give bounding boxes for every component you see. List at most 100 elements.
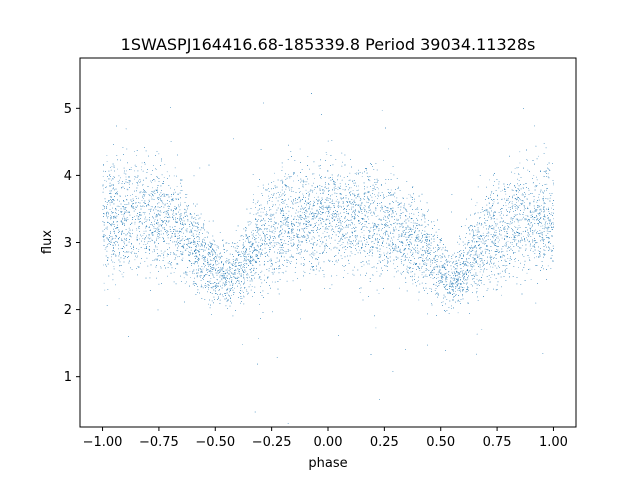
data-point <box>392 251 394 253</box>
data-point <box>141 162 143 164</box>
data-point <box>362 242 363 244</box>
data-point <box>154 219 156 220</box>
data-point <box>511 201 513 202</box>
data-point <box>408 235 409 236</box>
data-point <box>180 190 182 191</box>
data-point <box>193 244 194 245</box>
data-point <box>143 230 145 232</box>
data-point <box>409 213 410 215</box>
data-point <box>396 223 398 224</box>
data-point <box>522 202 524 204</box>
data-point <box>184 215 186 217</box>
data-point <box>416 245 418 246</box>
data-point <box>382 246 384 247</box>
data-point <box>279 204 281 206</box>
data-point <box>143 244 145 245</box>
data-point <box>203 223 205 225</box>
data-point <box>495 245 496 246</box>
data-point <box>308 220 309 221</box>
data-point <box>132 203 133 205</box>
data-point <box>214 282 216 283</box>
data-point <box>473 262 474 264</box>
data-point <box>186 229 188 231</box>
data-point <box>407 236 409 238</box>
data-point <box>502 189 503 191</box>
data-point <box>409 266 411 268</box>
data-point <box>341 236 343 238</box>
data-point <box>381 219 382 220</box>
data-point <box>336 261 338 263</box>
data-point <box>272 264 273 266</box>
data-point <box>516 202 517 203</box>
data-point <box>194 262 196 263</box>
data-point <box>447 265 448 266</box>
data-point <box>276 244 278 245</box>
data-point <box>193 239 195 241</box>
data-point <box>463 245 464 246</box>
data-point <box>361 232 363 233</box>
data-point <box>183 243 185 245</box>
data-point <box>433 221 435 222</box>
data-point <box>529 268 531 270</box>
data-point <box>398 188 399 189</box>
data-point <box>371 246 372 247</box>
data-point <box>177 239 178 241</box>
data-point <box>221 268 223 270</box>
data-point <box>122 217 124 219</box>
data-point <box>405 233 406 234</box>
data-point <box>174 236 175 237</box>
data-point <box>424 264 426 266</box>
data-point <box>444 249 446 251</box>
data-point <box>403 264 405 265</box>
data-point <box>156 169 157 170</box>
data-point <box>144 213 145 215</box>
data-point <box>387 231 388 233</box>
data-point <box>442 282 443 283</box>
data-point <box>365 192 367 194</box>
data-point <box>514 168 516 169</box>
data-point <box>478 232 480 233</box>
data-point <box>334 219 336 220</box>
data-point <box>124 247 125 249</box>
data-point <box>344 270 345 271</box>
data-point <box>403 226 404 227</box>
data-point <box>204 220 205 221</box>
data-point <box>482 274 483 276</box>
data-point <box>392 195 394 196</box>
data-point <box>273 181 275 182</box>
data-point <box>211 246 212 248</box>
data-point <box>260 211 262 213</box>
data-point <box>374 225 376 227</box>
data-point <box>234 287 235 289</box>
data-point <box>135 203 137 204</box>
data-point <box>186 194 188 195</box>
data-point <box>494 244 495 245</box>
data-point <box>541 231 542 233</box>
data-point <box>229 290 231 291</box>
data-point <box>543 203 545 205</box>
data-point <box>240 284 241 286</box>
data-point <box>526 159 527 160</box>
data-point <box>402 272 403 273</box>
data-point <box>378 230 379 232</box>
data-point <box>387 261 388 263</box>
data-point <box>514 226 516 227</box>
data-point <box>150 237 152 239</box>
data-point <box>491 274 493 275</box>
data-point <box>121 214 123 215</box>
data-point <box>368 176 369 178</box>
data-point <box>352 212 353 213</box>
data-point <box>375 327 377 329</box>
data-point <box>518 191 519 193</box>
data-point <box>107 244 109 245</box>
data-point <box>539 215 540 216</box>
data-point <box>481 247 482 248</box>
data-point <box>537 205 538 207</box>
data-point <box>501 237 503 239</box>
data-point <box>439 247 441 248</box>
data-point <box>123 272 125 273</box>
data-point <box>152 187 153 189</box>
data-point <box>437 293 439 294</box>
data-point <box>197 261 198 262</box>
data-point <box>231 295 232 296</box>
